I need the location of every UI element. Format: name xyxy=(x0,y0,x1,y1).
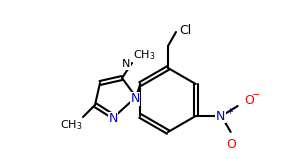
Text: N: N xyxy=(216,110,226,122)
Text: −: − xyxy=(252,90,260,100)
Text: N: N xyxy=(130,93,140,106)
Text: O: O xyxy=(245,93,255,107)
Text: CH$_3$: CH$_3$ xyxy=(60,118,82,132)
Text: N: N xyxy=(122,59,130,69)
Text: CH$_3$: CH$_3$ xyxy=(133,48,156,62)
Text: O: O xyxy=(226,138,236,151)
Text: N: N xyxy=(108,113,118,125)
Text: Cl: Cl xyxy=(179,24,191,37)
Text: +: + xyxy=(226,107,233,115)
